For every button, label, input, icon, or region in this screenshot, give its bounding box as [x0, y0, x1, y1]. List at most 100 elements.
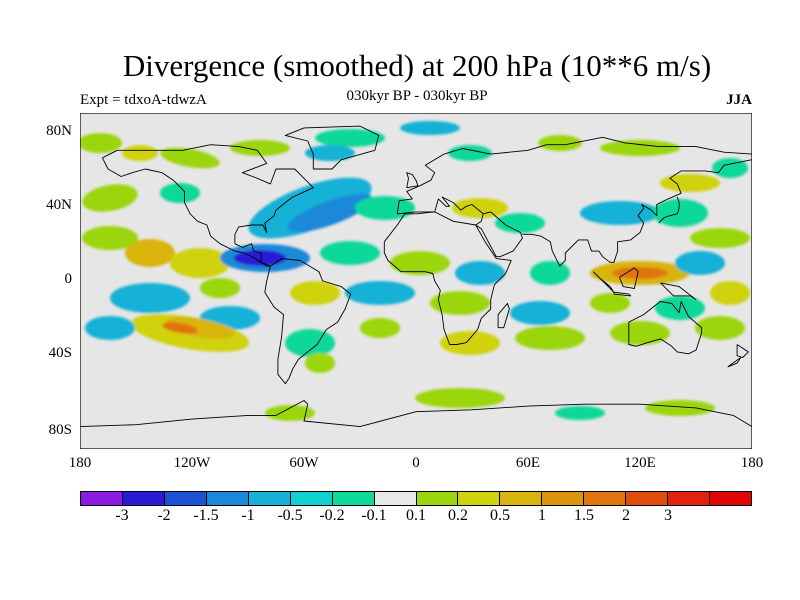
- field-contour: [690, 228, 750, 248]
- colorbar-swatch: [542, 492, 585, 505]
- coastline: [658, 196, 680, 224]
- field-contour: [430, 291, 490, 315]
- field-contour: [400, 121, 460, 135]
- field-contour: [390, 251, 450, 275]
- coastline: [592, 271, 615, 293]
- field-contour: [82, 184, 138, 212]
- field-contour: [80, 133, 122, 153]
- field-contour: [305, 353, 335, 373]
- field-contour: [448, 145, 492, 161]
- coastline: [397, 196, 484, 226]
- colorbar-label: -0.5: [277, 507, 303, 524]
- field-contour: [555, 406, 605, 420]
- field-contour: [230, 140, 290, 156]
- colorbar-swatch: [500, 492, 543, 505]
- field-contour: [162, 322, 198, 334]
- colorbar-label: 2: [622, 507, 630, 524]
- colorbar-swatch: [584, 492, 627, 505]
- colorbar-swatch: [290, 492, 333, 505]
- coastline: [522, 159, 752, 267]
- field-contour: [415, 388, 505, 408]
- colorbar-label: 0.2: [448, 507, 468, 524]
- field-contour: [455, 261, 505, 285]
- coastline: [264, 258, 352, 385]
- colorbar-swatch: [458, 492, 501, 505]
- coastline: [284, 125, 380, 170]
- field-contour: [590, 293, 630, 313]
- field-contour: [645, 400, 715, 416]
- field-contour: [440, 331, 500, 355]
- lon-label: 60W: [289, 455, 319, 471]
- field-contour: [495, 213, 545, 233]
- chart-title: Divergence (smoothed) at 200 hPa (10**6 …: [122, 48, 712, 83]
- field-contour: [160, 183, 200, 203]
- colorbar-label: 0.1: [406, 507, 426, 524]
- field-contour: [600, 140, 680, 156]
- season-label: JJA: [726, 92, 752, 108]
- colorbar-label: -0.1: [361, 507, 387, 524]
- coastline: [101, 144, 314, 267]
- colorbar-label: -0.2: [319, 507, 345, 524]
- colorbar-label: 3: [664, 507, 672, 524]
- field-contour: [200, 278, 240, 298]
- coastline: [660, 282, 697, 301]
- field-contour: [170, 248, 230, 278]
- lon-label: 0: [412, 455, 420, 471]
- divergence-map: [80, 113, 752, 449]
- coastline: [619, 267, 639, 289]
- colorbar-swatch: [668, 492, 711, 505]
- coastline: [80, 400, 752, 428]
- coastline: [613, 291, 632, 297]
- field-contour: [160, 147, 220, 169]
- coastline: [406, 172, 419, 189]
- colorbar-label: -1: [241, 507, 255, 524]
- colorbar-label: 0.5: [490, 507, 510, 524]
- lat-label: 80N: [46, 123, 72, 139]
- coastline: [497, 302, 510, 329]
- field-contour: [695, 316, 745, 340]
- field-contour: [710, 281, 750, 305]
- field-contour: [248, 177, 372, 239]
- field-contour: [82, 226, 138, 250]
- colorbar-label: -2: [157, 507, 171, 524]
- field-contour: [610, 321, 670, 345]
- colorbar-swatch: [248, 492, 291, 505]
- colorbar: [80, 491, 752, 506]
- field-contour: [85, 316, 135, 340]
- lat-label: 80S: [48, 422, 72, 438]
- colorbar-swatch: [710, 492, 751, 505]
- coastline: [628, 301, 703, 355]
- coastline: [475, 211, 523, 258]
- field-contour: [320, 241, 380, 265]
- colorbar-swatch: [206, 492, 249, 505]
- field-contour: [510, 301, 570, 325]
- colorbar-swatch: [122, 492, 165, 505]
- field-contour: [355, 196, 415, 220]
- colorbar-label: -3: [115, 507, 129, 524]
- coastline: [727, 357, 742, 368]
- lon-label: 60E: [515, 455, 541, 471]
- field-contour: [125, 239, 175, 267]
- field-contour: [285, 329, 335, 357]
- field-contour: [612, 267, 668, 279]
- field-contour: [660, 174, 720, 192]
- colorbar-label: 1.5: [574, 507, 594, 524]
- field-contour: [290, 281, 340, 305]
- lon-label: 120W: [173, 455, 211, 471]
- experiment-label: Expt = tdxoA-tdwzA: [80, 92, 207, 108]
- field-contour: [538, 135, 582, 151]
- coastline: [736, 344, 749, 358]
- colorbar-swatch: [332, 492, 375, 505]
- field-contour: [345, 281, 415, 305]
- lat-label: 0: [64, 271, 73, 287]
- lat-label: 40S: [48, 345, 72, 361]
- field-contour: [675, 251, 725, 275]
- field-contour: [315, 129, 385, 147]
- field-contour: [265, 405, 315, 421]
- colorbar-swatch: [81, 492, 123, 505]
- coastline: [396, 136, 752, 214]
- colorbar-swatch: [164, 492, 207, 505]
- field-contour: [580, 201, 660, 225]
- colorbar-label: -1.5: [193, 507, 219, 524]
- field-contour: [110, 283, 190, 313]
